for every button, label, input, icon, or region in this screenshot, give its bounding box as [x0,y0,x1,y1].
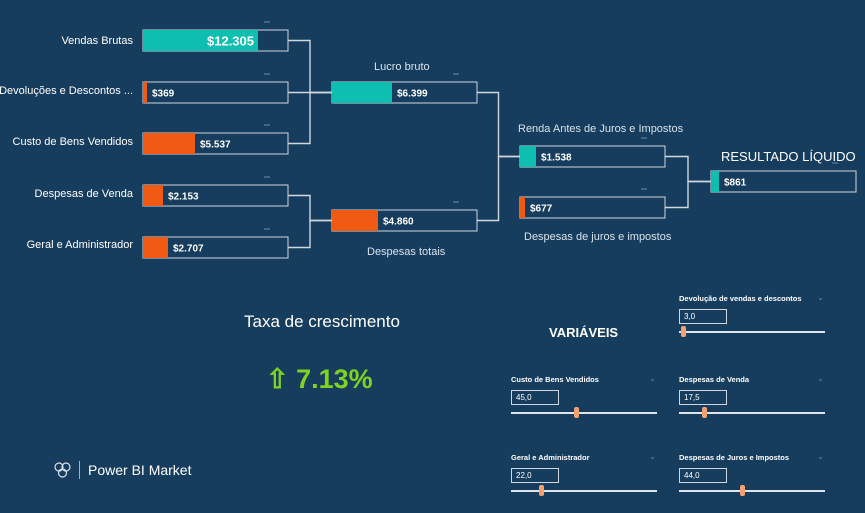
tree-node-value: $6.399 [397,89,428,100]
variables-title: VARIÁVEIS [549,325,619,340]
tree-node-juros[interactable]: $677 [519,188,666,219]
power-bi-market-logo-icon [54,462,71,478]
tree-node-bar [711,171,719,192]
brand: Power BI Market [53,460,191,480]
tree-node-bar [143,237,168,258]
tree-node-renda[interactable]: $1.538 [519,137,666,168]
slider-despesas-venda[interactable]: Despesas de Venda ⌄ 17,5 [679,374,829,435]
tree-node-bar [520,146,536,167]
tree-node-box [142,184,289,207]
tree-connector [665,155,711,183]
tree-node-label-desp_tot: Despesas totais [367,246,446,258]
slider-thumb[interactable] [681,326,686,337]
tree-node-vendas[interactable]: $12.305 [142,21,289,52]
slider-juros[interactable]: Despesas de Juros e Impostos ⌄ 44,0 [679,452,829,513]
tree-node-desp_venda[interactable]: $2.153 [142,176,289,207]
tree-node-label-custo: Custo de Bens Vendidos [12,136,133,148]
slider-value-input[interactable]: 3,0 [679,309,727,324]
tree-node-value: $677 [530,204,553,215]
slider-label: Custo de Bens Vendidos [511,375,599,384]
tree-connector [288,194,332,222]
chevron-down-icon[interactable]: ⌄ [817,452,824,461]
growth-value: ⇧ 7.13% [266,364,373,394]
tree-node-value: $2.153 [168,192,199,203]
chevron-down-icon[interactable]: ⌄ [817,374,824,383]
slider-custo[interactable]: Custo de Bens Vendidos ⌄ 45,0 [511,374,661,435]
decomposition-tree: $12.305 $369 $5.537 $2.153 $2.707 $6.399 $4.86… [142,21,857,259]
slider-thumb[interactable] [574,407,579,418]
chevron-down-icon[interactable]: ⌄ [649,374,656,383]
growth-title: Taxa de crescimento [244,312,400,331]
tree-node-bar [143,185,163,206]
tree-connector [288,39,332,94]
tree-node-bar [143,133,195,154]
tree-connector [665,180,711,209]
tree-node-label-desp_venda: Despesas de Venda [34,188,133,200]
tree-node-value: $1.538 [541,153,572,164]
tree-node-devol[interactable]: $369 [142,73,289,104]
tree-node-label-juros: Despesas de juros e impostos [524,231,672,243]
tree-node-lucro[interactable]: $6.399 [331,73,478,104]
tree-connector [288,91,332,145]
slider-track[interactable] [511,412,657,414]
tree-node-geral[interactable]: $2.707 [142,228,289,259]
tree-node-value: $861 [724,178,747,189]
slider-geral[interactable]: Geral e Administrador ⌄ 22,0 [511,452,661,513]
slider-label: Despesas de Juros e Impostos [679,453,790,462]
tree-connector [477,155,520,222]
slider-label: Devolução de vendas e descontos [679,294,802,303]
tree-node-value: $2.707 [173,244,204,255]
tree-node-desp_tot[interactable]: $4.860 [331,201,478,232]
brand-name: Power BI Market [88,462,192,478]
slider-label: Geral e Administrador [511,453,590,462]
tree-node-label-devol: Devoluções e Descontos ... [0,85,133,97]
tree-node-resultado[interactable]: $861 [710,162,857,193]
chevron-down-icon[interactable]: ⌄ [649,452,656,461]
slider-thumb[interactable] [740,485,745,496]
tree-node-bar [332,82,392,103]
slider-thumb[interactable] [539,485,544,496]
tree-node-label-renda: Renda Antes de Juros e Impostos [518,123,684,135]
slider-value-input[interactable]: 17,5 [679,390,727,405]
tree-node-bar [520,197,525,218]
slider-devolucao[interactable]: Devolução de vendas e descontos ⌄ 3,0 [679,293,829,354]
tree-node-label-lucro: Lucro bruto [374,61,430,73]
tree-node-label-vendas: Vendas Brutas [61,35,133,47]
slider-value-input[interactable]: 44,0 [679,468,727,483]
slider-track[interactable] [679,331,825,333]
slider-track[interactable] [679,412,825,414]
tree-node-label-resultado: RESULTADO LÍQUIDO [721,149,856,164]
slider-thumb[interactable] [702,407,707,418]
slider-value-input[interactable]: 22,0 [511,468,559,483]
tree-connector [288,219,332,249]
tree-node-bar [332,210,378,231]
tree-node-bar [143,82,147,103]
slider-track[interactable] [511,490,657,492]
tree-node-bar [143,30,258,51]
tree-node-value: $12.305 [207,34,254,49]
tree-node-label-geral: Geral e Administrador [26,239,133,251]
tree-node-value: $369 [152,89,175,100]
tree-node-custo[interactable]: $5.537 [142,124,289,155]
chevron-down-icon[interactable]: ⌄ [817,293,824,302]
tree-connector [477,91,520,158]
slider-value-input[interactable]: 45,0 [511,390,559,405]
slider-track[interactable] [679,490,825,492]
tree-node-value: $5.537 [200,140,231,151]
brand-divider [79,461,80,479]
tree-node-value: $4.860 [383,217,414,228]
slider-label: Despesas de Venda [679,375,750,384]
